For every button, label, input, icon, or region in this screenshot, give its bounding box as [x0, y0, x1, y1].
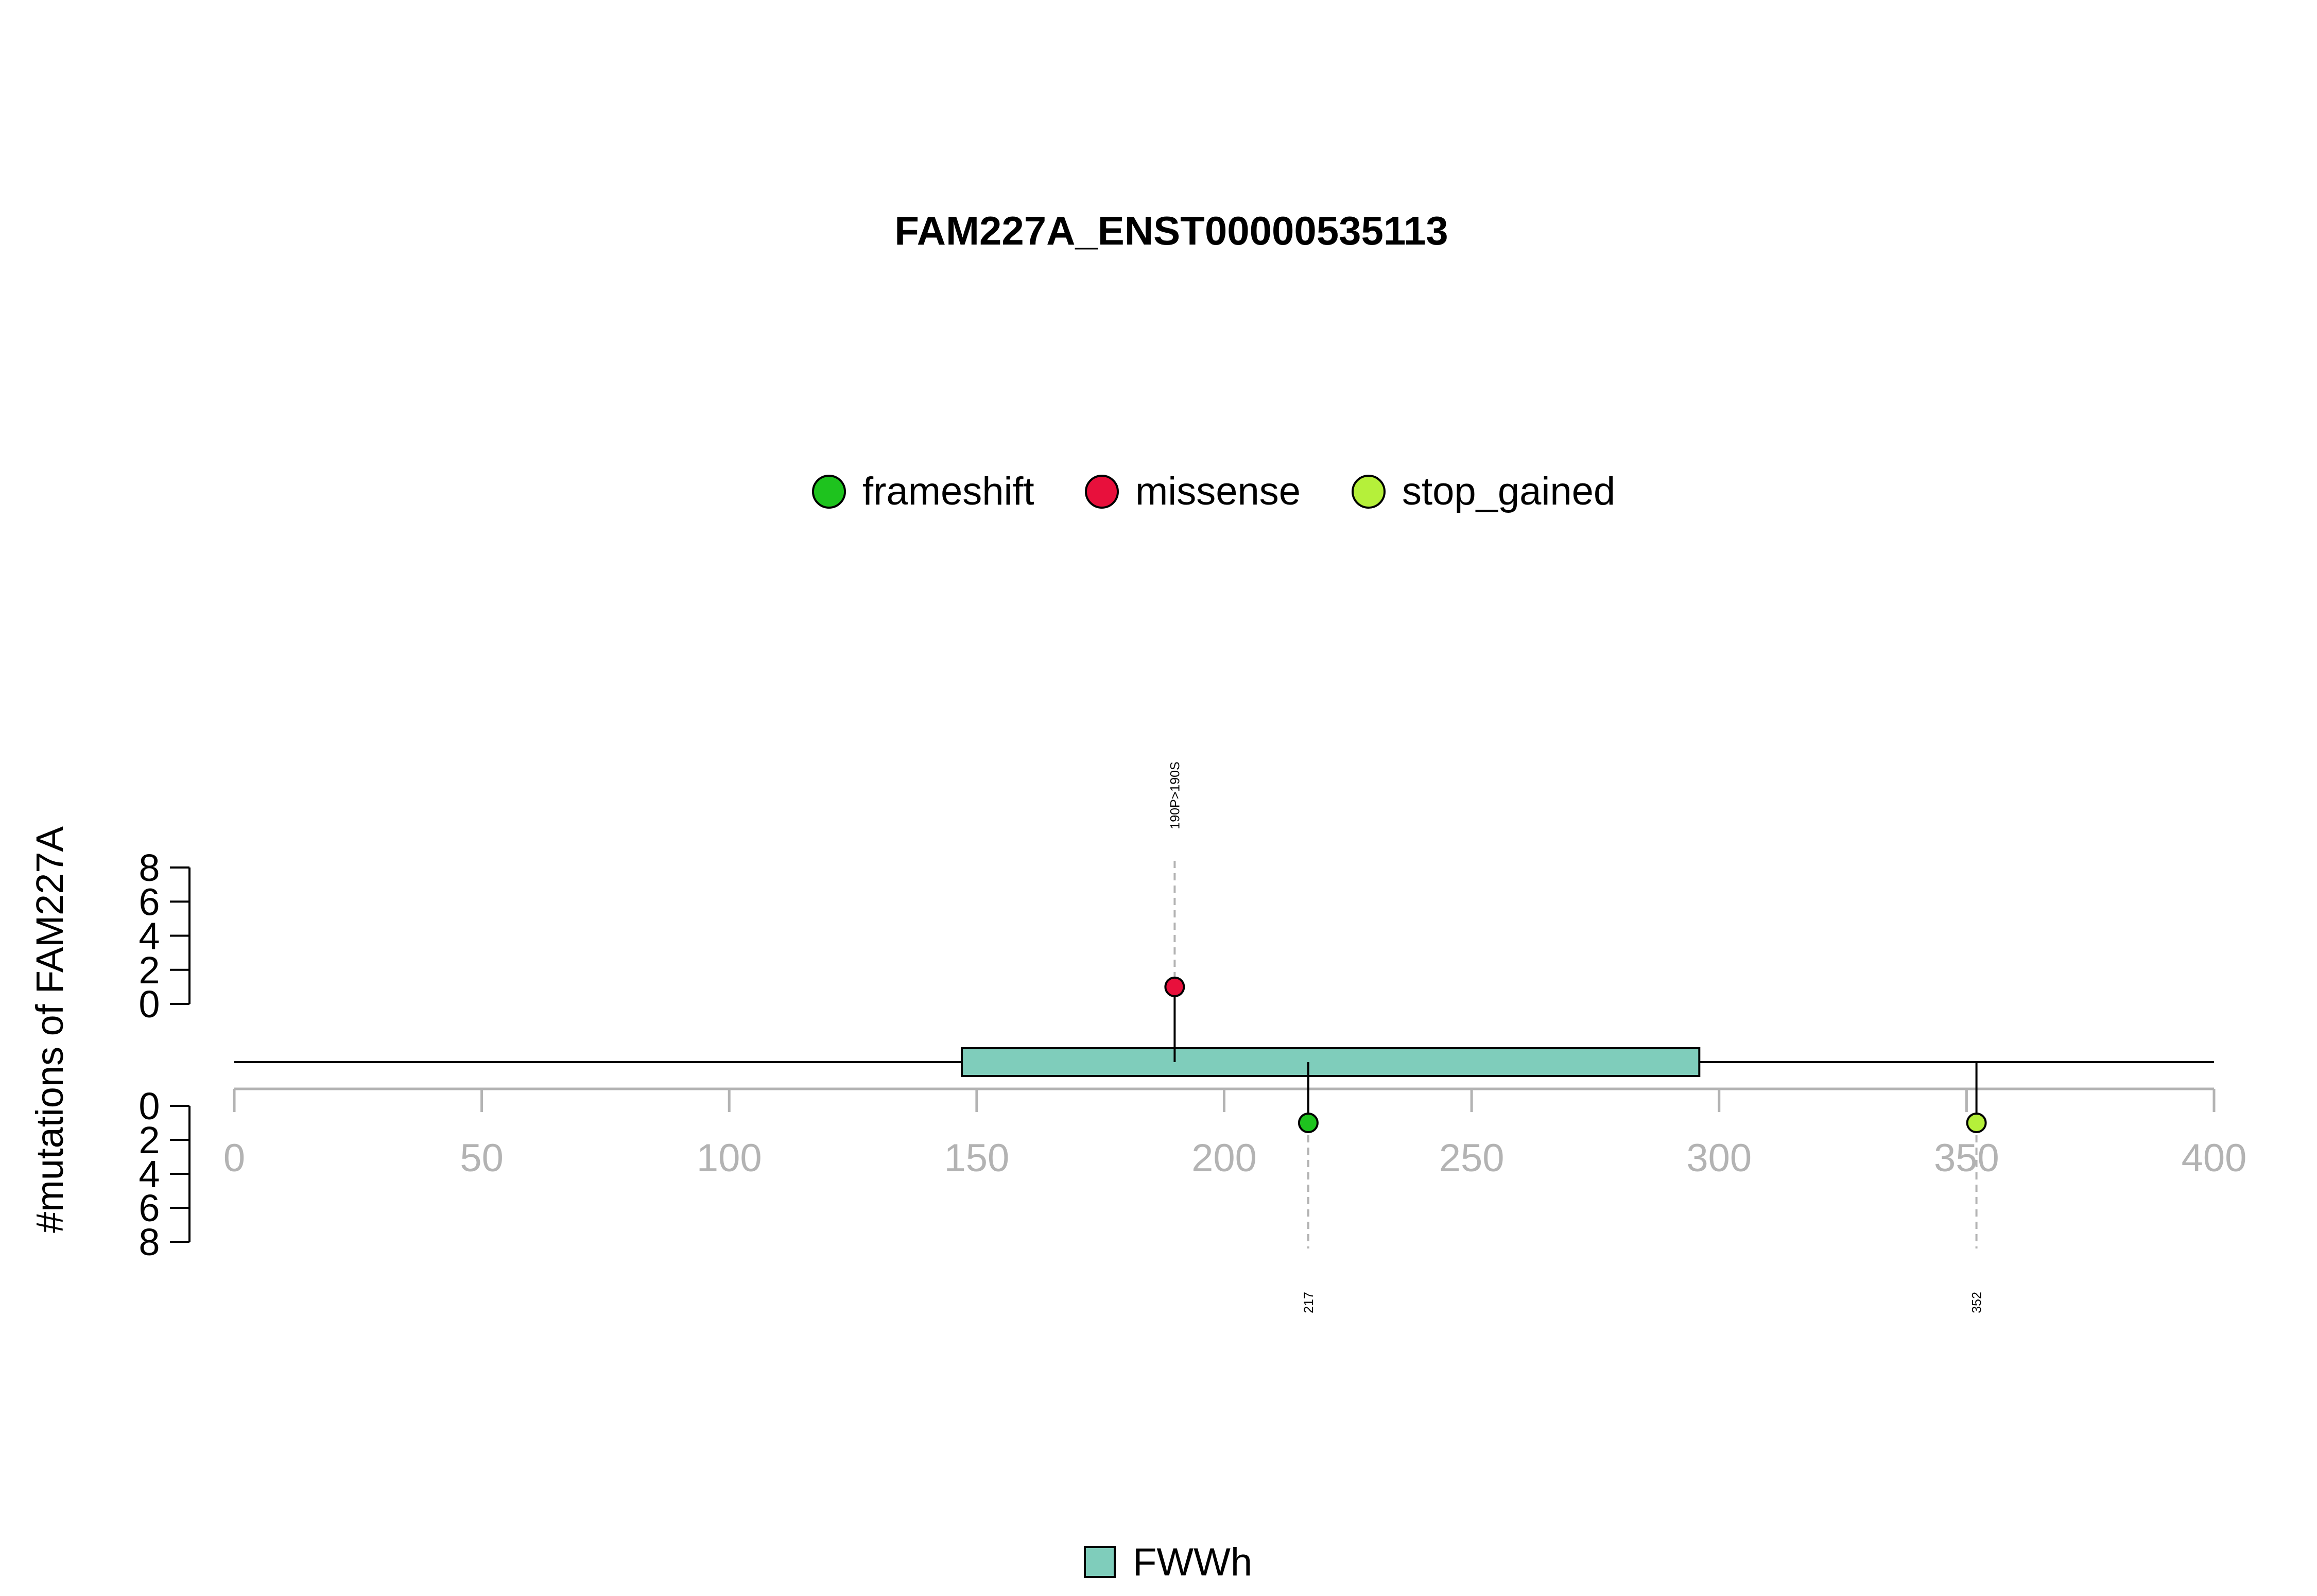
protein-domains: [961, 1047, 1701, 1077]
legend-label-missense: missense: [1135, 470, 1301, 513]
y-axis-label: #mutations of FAM227A: [28, 826, 71, 1233]
mutation-label: 190P>190S: [1168, 761, 1182, 829]
upper-y-tick-label: 6: [139, 880, 160, 923]
lower-y-tick-label: 6: [139, 1187, 160, 1229]
legend-marker-frameshift: [812, 475, 846, 509]
lower-y-tick-label: 4: [139, 1153, 160, 1195]
x-tick-label: 400: [2182, 1136, 2247, 1180]
x-tick-label: 250: [1439, 1136, 1505, 1180]
x-tick-label: 100: [697, 1136, 762, 1180]
chart-title: FAM227A_ENST00000535113: [894, 208, 1448, 253]
domain-legend: FWWh: [1084, 1540, 1252, 1584]
upper-y-tick-label: 0: [139, 983, 160, 1026]
lower-y-tick-label: 2: [139, 1119, 160, 1161]
mutation-head-frameshift: [1298, 1113, 1319, 1133]
upper-y-tick-label: 8: [139, 846, 160, 889]
legend-label-frameshift: frameshift: [862, 470, 1034, 513]
x-tick-label: 350: [1934, 1136, 1999, 1180]
legend-marker-stop_gained: [1352, 475, 1386, 509]
mutation-head-stop_gained: [1966, 1113, 1987, 1133]
legend-marker-missense: [1085, 475, 1119, 509]
mutation-label: 217: [1302, 1292, 1316, 1313]
mutation-label: 352: [1970, 1292, 1984, 1313]
mutation-head-missense: [1164, 976, 1185, 997]
x-tick-label: 0: [223, 1136, 245, 1180]
legend-label-stop_gained: stop_gained: [1402, 470, 1615, 513]
mutation-lollipops: 190P>190S 217 352: [1164, 761, 1987, 1313]
x-tick-label: 50: [460, 1136, 504, 1180]
x-tick-label: 200: [1191, 1136, 1257, 1180]
lower-y-tick-label: 0: [139, 1085, 160, 1127]
lower-y-tick-label: 8: [139, 1221, 160, 1263]
domain-legend-swatch: [1084, 1546, 1116, 1578]
x-axis: 0 50 100 150 200 250 300 350 400: [223, 1087, 2247, 1180]
upper-y-tick-label: 4: [139, 915, 160, 958]
domain-legend-label: FWWh: [1133, 1540, 1252, 1584]
mutation-type-legend: frameshift missense stop_gained: [812, 470, 1615, 513]
upper-y-tick-label: 2: [139, 949, 160, 992]
x-tick-label: 300: [1686, 1136, 1752, 1180]
x-tick-label: 150: [944, 1136, 1009, 1180]
domain-FWWh: [961, 1047, 1701, 1077]
